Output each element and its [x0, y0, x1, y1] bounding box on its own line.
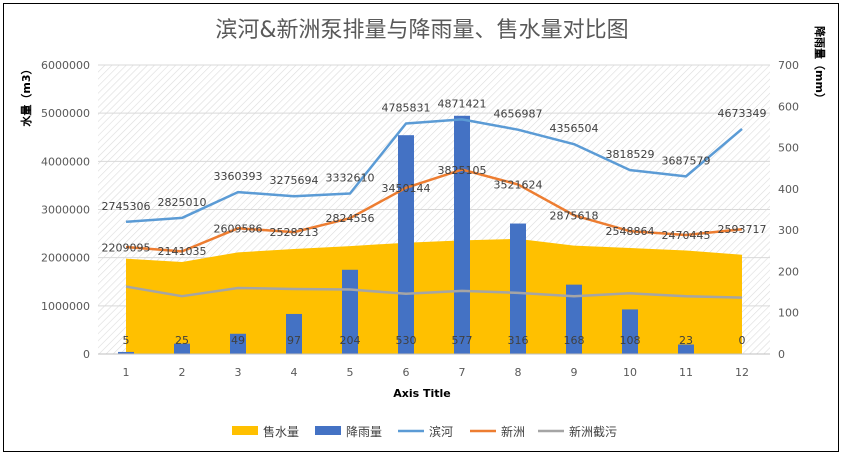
data-label-binhe: 4673349	[718, 107, 767, 120]
legend-label: 新洲	[501, 424, 525, 439]
legend-label: 新洲截污	[569, 424, 617, 439]
y-axis-left-title: 水量（m3）	[19, 63, 33, 126]
y-left-tick-label: 1000000	[41, 300, 90, 313]
bar-rainfall	[118, 351, 134, 354]
line-xinzhou	[125, 168, 743, 253]
data-label-binhe: 2825010	[158, 196, 207, 209]
data-label-binhe: 4785831	[382, 101, 431, 114]
data-label-binhe: 3332610	[326, 171, 375, 184]
y-left-tick-label: 2000000	[41, 252, 90, 265]
bar-rainfall	[286, 313, 302, 354]
data-label-binhe: 2745306	[102, 200, 151, 213]
y-left-tick-label: 6000000	[41, 59, 90, 72]
data-label-rainfall: 108	[620, 334, 641, 347]
data-label-binhe: 3818529	[606, 148, 655, 161]
data-label-sales: 3825105	[438, 164, 487, 177]
x-tick-label: 2	[179, 366, 186, 379]
data-label-binhe: 4871421	[438, 97, 487, 110]
bar-rainfall	[622, 309, 638, 354]
data-label-binhe: 4656987	[494, 108, 543, 121]
data-label-rainfall: 5	[123, 334, 130, 347]
data-label-binhe: 4356504	[550, 122, 599, 135]
x-tick-label: 3	[235, 366, 242, 379]
y-right-tick-label: 0	[778, 348, 785, 361]
x-tick-label: 11	[679, 366, 693, 379]
data-label-sales: 3450144	[382, 182, 431, 195]
data-label-binhe: 3360393	[214, 170, 263, 183]
x-tick-label: 10	[623, 366, 637, 379]
data-label-rainfall: 49	[231, 334, 245, 347]
data-label-rainfall: 316	[508, 334, 529, 347]
line-xinzhou-interception	[125, 285, 743, 299]
y-right-tick-label: 500	[778, 142, 799, 155]
bar-rainfall	[398, 135, 414, 354]
data-label-rainfall: 577	[452, 334, 473, 347]
data-label-rainfall: 97	[287, 334, 301, 347]
data-label-rainfall: 204	[340, 334, 361, 347]
x-tick-label: 5	[347, 366, 354, 379]
data-label-binhe: 3275694	[270, 174, 319, 187]
bar-rainfall	[174, 343, 190, 354]
y-right-tick-label: 300	[778, 224, 799, 237]
legend-label: 滨河	[429, 424, 453, 439]
y-left-tick-label: 3000000	[41, 204, 90, 217]
y-left-tick-label: 0	[83, 348, 90, 361]
data-label-binhe: 3687579	[662, 154, 711, 167]
bar-rainfall	[678, 344, 694, 354]
x-tick-label: 7	[459, 366, 466, 379]
data-label-rainfall: 530	[396, 334, 417, 347]
data-label-sales: 2528213	[270, 226, 319, 239]
legend-swatch	[315, 426, 341, 435]
legend-label: 降雨量	[346, 425, 382, 439]
bar-rainfall	[566, 284, 582, 354]
data-label-sales: 2548864	[606, 225, 655, 238]
data-label-sales: 3521624	[494, 178, 543, 191]
data-label-sales: 2609586	[214, 222, 263, 235]
y-right-tick-label: 400	[778, 183, 799, 196]
data-label-sales: 2141035	[158, 245, 207, 258]
data-label-sales: 2209095	[102, 242, 151, 255]
x-axis-title: Axis Title	[393, 387, 451, 400]
legend-swatch	[232, 426, 258, 435]
y-right-tick-label: 600	[778, 100, 799, 113]
y-axis-right-title: 降雨量（mm）	[813, 26, 827, 104]
x-tick-label: 12	[735, 366, 749, 379]
y-right-tick-label: 700	[778, 59, 799, 72]
data-label-sales: 2875618	[550, 209, 599, 222]
x-tick-label: 6	[403, 366, 410, 379]
line-binhe	[125, 118, 743, 224]
x-tick-label: 1	[123, 366, 130, 379]
bar-rainfall	[510, 223, 526, 354]
x-tick-label: 9	[571, 366, 578, 379]
y-right-tick-label: 100	[778, 307, 799, 320]
x-tick-label: 4	[291, 366, 298, 379]
chart-title: 滨河&新洲泵排量与降雨量、售水量对比图	[215, 18, 628, 43]
bar-rainfall	[454, 115, 470, 354]
data-label-rainfall: 23	[679, 334, 693, 347]
y-left-tick-label: 5000000	[41, 107, 90, 120]
data-label-sales: 2470445	[662, 229, 711, 242]
x-tick-label: 8	[515, 366, 522, 379]
y-right-tick-label: 200	[778, 265, 799, 278]
data-label-rainfall: 168	[564, 334, 585, 347]
data-label-rainfall: 25	[175, 334, 189, 347]
area-sales-volume	[126, 238, 742, 354]
data-label-rainfall: 0	[739, 334, 746, 347]
data-label-sales: 2824556	[326, 212, 375, 225]
y-left-tick-label: 4000000	[41, 155, 90, 168]
legend-label: 售水量	[263, 424, 299, 439]
data-label-sales: 2593717	[718, 223, 767, 236]
legend: 售水量 降雨量 滨河 新洲 新洲截污	[232, 424, 617, 439]
bar-rainfall	[230, 333, 246, 354]
